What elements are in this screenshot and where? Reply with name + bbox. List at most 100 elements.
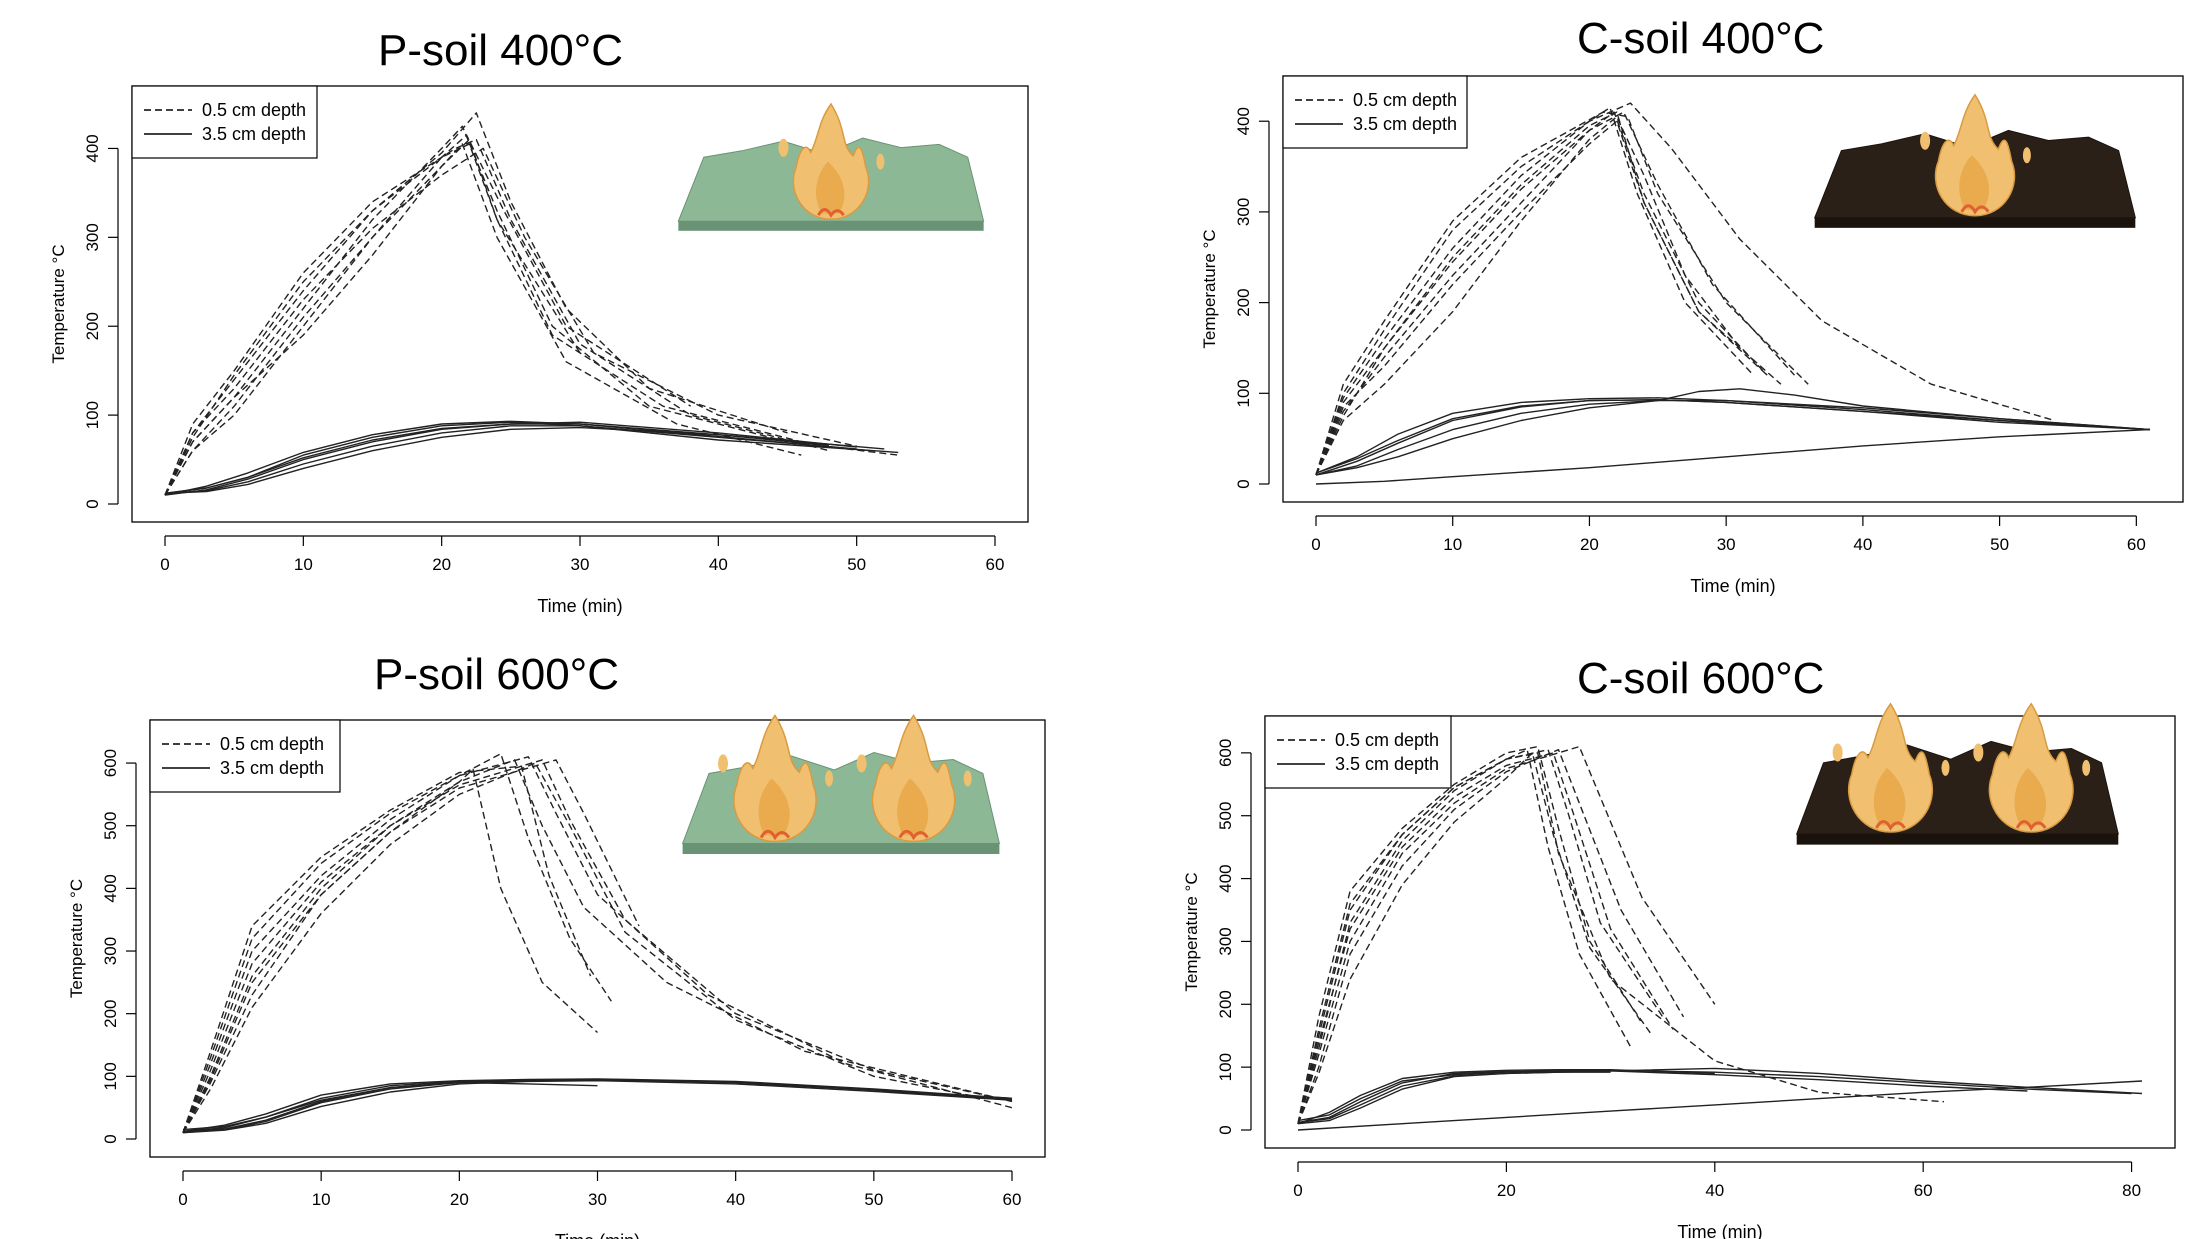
legend-dashed-label: 0.5 cm depth [220, 734, 324, 754]
series-0-5cm-6 [164, 143, 802, 496]
series-3-5cm-11 [182, 1080, 1013, 1134]
x-tick-label: 30 [588, 1190, 607, 1209]
series-0-5cm-4 [1315, 116, 1741, 476]
terrain-icon-p400 [677, 102, 985, 231]
series-0-5cm-6 [182, 759, 640, 1134]
series-3-5cm-9 [1315, 397, 2151, 474]
flame-icon [856, 714, 972, 843]
y-tick-label: 0 [83, 499, 102, 508]
series-3-5cm-10 [182, 1078, 1013, 1133]
x-tick-label: 10 [1443, 535, 1462, 554]
x-axis-label: Time (min) [537, 596, 622, 616]
x-tick-label: 20 [432, 555, 451, 574]
series-3-5cm-13 [1315, 428, 2151, 485]
plot-frame [131, 85, 1029, 523]
chart-svg-c400: 0 10 20 30 40 50 60 Time (min) 0 100 200 300 400 Temp… [1200, 75, 2184, 596]
series-0-5cm-1 [1297, 745, 1643, 1124]
y-tick-label: 300 [101, 937, 120, 965]
plot-frame [1264, 715, 2176, 1149]
legend-dashed-label: 0.5 cm depth [1335, 730, 1439, 750]
series-0-5cm-5 [182, 759, 1013, 1133]
series-3-5cm-11 [1315, 388, 2151, 476]
x-tick-label: 50 [864, 1190, 883, 1209]
x-tick-label: 0 [160, 555, 169, 574]
legend-box [1282, 75, 1468, 149]
series-0-5cm-0 [1297, 749, 1633, 1124]
series-3-5cm-8 [1315, 399, 2151, 476]
series-0-5cm-7 [182, 765, 592, 1133]
flame-icon [1832, 702, 1950, 833]
series-3-5cm-10 [1315, 399, 2151, 476]
series-0-5cm-6 [1315, 120, 1782, 476]
y-tick-label: 200 [101, 1000, 120, 1028]
x-tick-label: 0 [1311, 535, 1320, 554]
x-tick-label: 60 [986, 555, 1005, 574]
series-3-5cm-13 [182, 1078, 1013, 1133]
legend-solid-label: 3.5 cm depth [202, 124, 306, 144]
series-3-5cm-13 [164, 421, 857, 496]
x-tick-label: 20 [1497, 1181, 1516, 1200]
chart-title-p600: P-soil 600°C [374, 650, 620, 699]
chart-svg-p400: 0 10 20 30 40 50 60 Time (min) 0 100 200 300 400 Temp… [49, 85, 1029, 616]
y-tick-label: 600 [101, 749, 120, 777]
series-0-5cm-4 [1297, 745, 1716, 1124]
y-tick-label: 0 [1216, 1125, 1235, 1134]
chart-title-c400: C-soil 400°C [1577, 14, 1825, 63]
series-0-5cm-0 [182, 768, 598, 1134]
series-0-5cm-7 [1297, 752, 1674, 1124]
y-tick-label: 400 [1234, 107, 1253, 135]
y-tick-label: 100 [101, 1062, 120, 1090]
y-tick-label: 500 [101, 812, 120, 840]
series-0-5cm-7 [1315, 111, 1768, 476]
series-0-5cm-2 [1297, 749, 1664, 1124]
x-tick-label: 50 [847, 555, 866, 574]
terrain-base [682, 843, 1000, 854]
series-3-5cm-12 [164, 423, 871, 494]
terrain-base [1796, 833, 2119, 845]
y-tick-label: 300 [83, 223, 102, 251]
x-tick-label: 10 [294, 555, 313, 574]
x-tick-label: 60 [1914, 1181, 1933, 1200]
terrain-base [678, 221, 984, 231]
series-0-5cm-2 [1315, 111, 1796, 476]
y-tick-label: 300 [1234, 198, 1253, 226]
x-tick-label: 20 [450, 1190, 469, 1209]
series-0-5cm-1 [182, 753, 612, 1133]
series-0-5cm-2 [182, 759, 1013, 1134]
series-3-5cm-9 [1297, 1069, 1715, 1125]
series-3-5cm-11 [1297, 1070, 2028, 1122]
series-0-5cm-1 [1315, 106, 1755, 476]
y-tick-label: 100 [1234, 379, 1253, 407]
y-tick-label: 200 [83, 312, 102, 340]
series-0-5cm-3 [1315, 111, 1809, 476]
chart-svg-p600: 0 10 20 30 40 50 60 Time (min) 0 100 200 300 400 500 6… [67, 714, 1046, 1239]
x-axis-label: Time (min) [555, 1231, 640, 1239]
y-tick-label: 200 [1216, 990, 1235, 1018]
x-tick-label: 0 [178, 1190, 187, 1209]
y-tick-label: 100 [83, 401, 102, 429]
terrain-icon-c400 [1813, 93, 2136, 228]
y-tick-label: 600 [1216, 739, 1235, 767]
series-0-5cm-5 [1315, 102, 2055, 476]
series-0-5cm-3 [164, 138, 830, 496]
x-axis-label: Time (min) [1690, 576, 1775, 596]
x-tick-label: 60 [1003, 1190, 1022, 1209]
y-tick-label: 400 [83, 134, 102, 162]
chart-svg-c600: 0 20 40 60 80 Time (min) 0 100 200 300 400 500 600 Te… [1182, 702, 2176, 1239]
x-tick-label: 50 [1990, 535, 2009, 554]
y-tick-label: 0 [1234, 479, 1253, 488]
legend-dashed-label: 0.5 cm depth [1353, 90, 1457, 110]
x-tick-label: 40 [1705, 1181, 1724, 1200]
x-tick-label: 30 [571, 555, 590, 574]
series-0-5cm-1 [164, 112, 788, 496]
x-tick-label: 0 [1293, 1181, 1302, 1200]
legend-solid-label: 3.5 cm depth [1353, 114, 1457, 134]
series-0-5cm-6 [1297, 752, 1653, 1124]
x-tick-label: 30 [1717, 535, 1736, 554]
legend-dashed-label: 0.5 cm depth [202, 100, 306, 120]
x-tick-label: 10 [312, 1190, 331, 1209]
x-tick-label: 40 [726, 1190, 745, 1209]
y-tick-label: 400 [1216, 864, 1235, 892]
y-tick-label: 200 [1234, 288, 1253, 316]
series-3-5cm-12 [1315, 399, 2151, 474]
